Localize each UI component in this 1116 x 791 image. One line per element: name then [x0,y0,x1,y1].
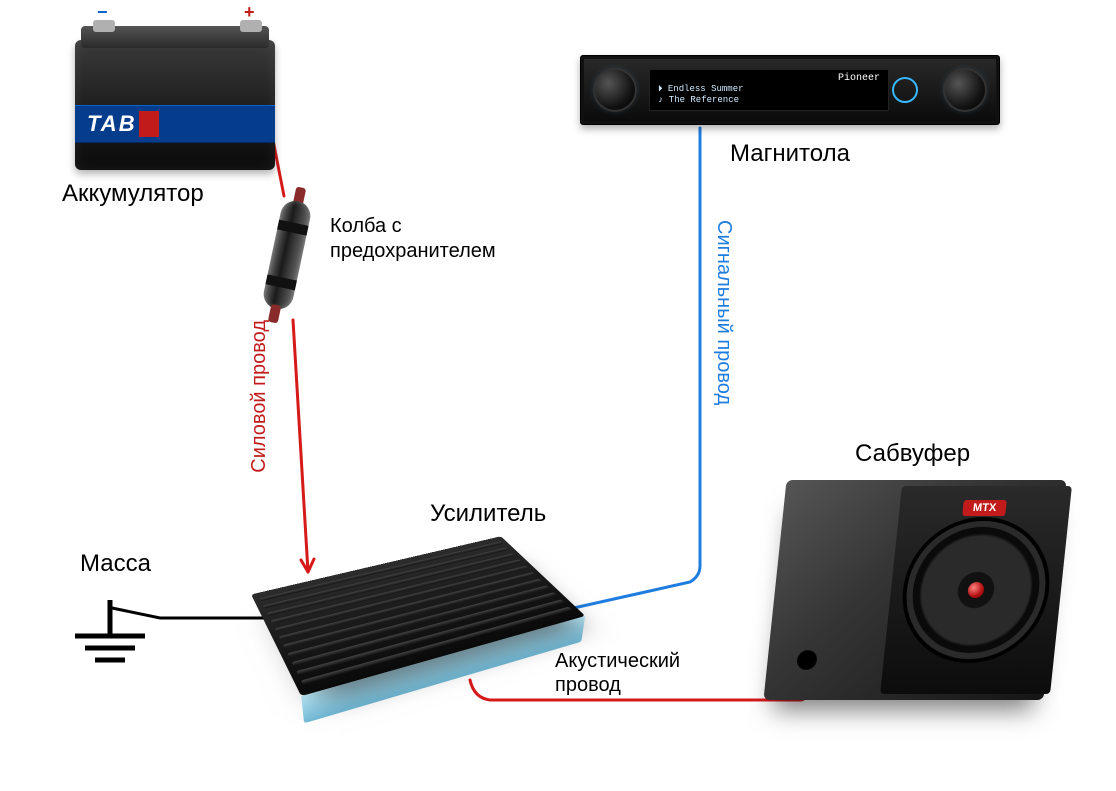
ground-symbol-icon [60,600,160,670]
stereo-right-knob [943,68,987,112]
subwoofer-driver-icon [900,521,1053,659]
ground-label: Масса [80,550,151,578]
battery-negative-terminal [93,20,115,32]
stereo-brand: Pioneer [658,73,880,84]
fuse-holder [261,198,313,312]
battery-label: Аккумулятор [62,180,204,208]
amplifier-label: Усилитель [430,500,546,528]
stereo-left-knob [593,68,637,112]
head-unit: Pioneer ⏵ Endless Summer ♪ The Reference [580,55,1000,125]
battery-brand-stripe: TAB [75,105,275,143]
subwoofer-label: Сабвуфер [855,440,970,468]
stereo-line2: ♪ The Reference [658,95,880,106]
amplifier [270,520,560,690]
fuse-label-2: предохранителем [330,240,496,263]
stereo-line1: ⏵ Endless Summer [658,84,880,95]
subwoofer-brand: MTX [962,500,1007,516]
stereo-label: Магнитола [730,140,850,168]
signal-wire-label: Сигнальный провод [712,220,735,405]
acoustic-wire-label-2: провод [555,674,621,697]
battery-brand-text: TAB [87,111,137,137]
fuse-label-1: Колба с [330,215,402,238]
subwoofer: MTX [775,480,1055,700]
battery-positive-terminal [240,20,262,32]
stereo-ring-icon [889,68,921,112]
stereo-display: Pioneer ⏵ Endless Summer ♪ The Reference [649,69,889,111]
power-wire-label: Силовой провод [248,320,271,473]
battery: TAB [75,40,275,170]
acoustic-wire-label-1: Акустический [555,650,680,673]
